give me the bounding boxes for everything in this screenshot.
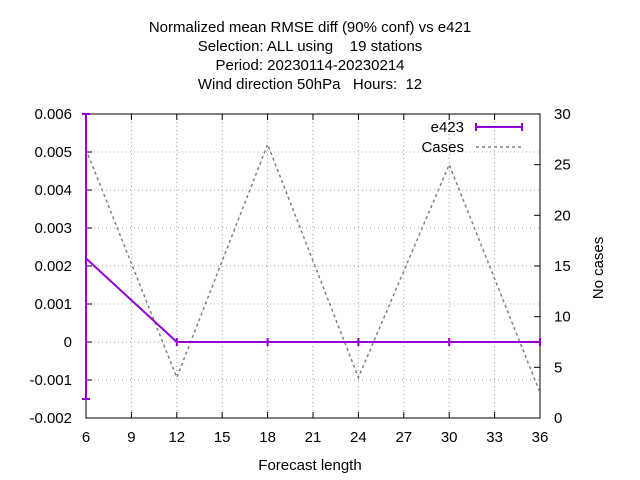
y-tick-label: 0.005 [34,144,72,161]
series [82,113,541,400]
title-line-4: Wind direction 50hPa Hours: 12 [198,76,422,93]
y-tick-label: 0.003 [34,220,72,237]
series-line-e423 [85,257,540,343]
y2-tick-label: 5 [554,359,562,376]
x-tick-label: 18 [259,429,276,446]
y-tick-label: 0 [64,334,72,351]
y2-tick-label: 0 [554,410,562,427]
title-line-2: Selection: ALL using 19 stations [198,38,423,55]
legend-label-e423: e423 [431,119,464,136]
y-tick-label: 0.002 [34,258,72,275]
y-tick-label: -0.001 [29,372,72,389]
series-line-cases [85,142,541,393]
x-tick-label: 33 [486,429,503,446]
x-tick-label: 30 [441,429,458,446]
y-tick-label: 0.001 [34,296,72,313]
y2-axis-label: No cases [590,237,607,300]
chart-title: Normalized mean RMSE diff (90% conf) vs … [149,19,471,93]
title-line-3: Period: 20230114-20230214 [215,57,404,74]
legend-sample-e423 [475,123,523,131]
tick-labels: 6 9 12 15 18 21 24 27 30 33 36 0.006 0.005 0.004 0.003… [29,106,570,446]
y2-tick-label: 30 [554,106,571,123]
y2-tick-label: 25 [554,157,571,174]
x-axis-label: Forecast length [258,457,361,474]
legend: e423 Cases [421,119,523,156]
x-tick-label: 21 [305,429,322,446]
x-tick-label: 9 [127,429,135,446]
x-tick-label: 15 [214,429,231,446]
legend-label-cases: Cases [421,139,464,156]
x-tick-label: 36 [532,429,549,446]
title-line-1: Normalized mean RMSE diff (90% conf) vs … [149,19,471,36]
x-tick-label: 27 [395,429,412,446]
x-tick-label: 24 [350,429,367,446]
y-tick-label: 0.006 [34,106,72,123]
y2-tick-label: 10 [554,309,571,326]
grid [86,114,540,418]
y-tick-label: 0.004 [34,182,72,199]
y-tick-label: -0.002 [29,410,72,427]
y2-tick-label: 15 [554,258,571,275]
x-tick-label: 12 [168,429,185,446]
x-tick-label: 6 [82,429,90,446]
y2-tick-label: 20 [554,207,571,224]
